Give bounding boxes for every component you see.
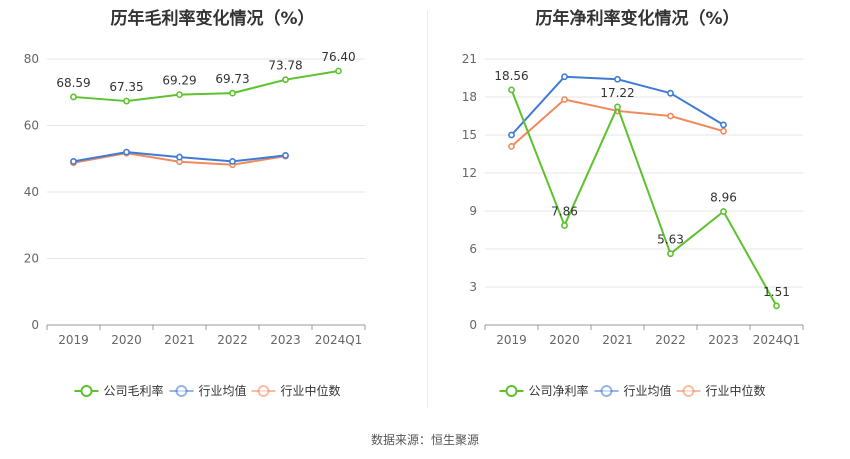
y-tick-label: 20 (24, 252, 39, 266)
y-tick-label: 9 (469, 204, 477, 218)
gross-margin-chart-panel: 历年毛利率变化情况（%） 0 20 40 60 80 2019 2020 2021 2022 20… (0, 0, 425, 410)
x-tick-label: 2024Q1 (315, 333, 363, 347)
x-tick-label: 2022 (655, 333, 686, 347)
data-point (335, 67, 342, 75)
data-point (561, 73, 568, 81)
data-point (561, 222, 568, 229)
data-label: 69.29 (162, 74, 196, 88)
data-point (508, 86, 515, 94)
data-point (561, 96, 568, 103)
data-point (176, 91, 183, 99)
data-point (282, 152, 289, 159)
legend-swatch-marker (600, 385, 613, 397)
data-point (667, 250, 674, 258)
y-tick-label: 18 (462, 90, 477, 104)
net-margin-chart-panel: 历年净利率变化情况（%） 0 3 6 9 12 15 18 21 2019 2020 2021 202… (425, 0, 850, 410)
data-point (614, 103, 621, 111)
data-label: 5.63 (657, 233, 684, 247)
data-label: 76.40 (321, 50, 355, 64)
y-tick-label: 40 (24, 185, 39, 199)
data-label: 1.51 (763, 285, 790, 299)
data-label: 68.59 (56, 76, 90, 90)
x-tick-label: 2023 (270, 333, 301, 347)
data-point (773, 302, 780, 310)
y-tick-label: 0 (31, 318, 39, 332)
legend-label: 公司毛利率 (104, 383, 164, 398)
series-line (73, 69, 339, 103)
y-tick-label: 0 (469, 318, 477, 332)
data-source-note: 数据来源：恒生聚源 (370, 433, 479, 447)
data-label: 7.86 (551, 204, 578, 218)
x-tick-label: 2024Q1 (753, 333, 801, 347)
data-label: 17.22 (600, 86, 634, 100)
legend-swatch-marker (257, 385, 270, 397)
net-margin-chart: 0 3 6 9 12 15 18 21 2019 2020 2021 2022 2023 2024Q1 18… (462, 52, 804, 398)
data-point (508, 142, 515, 150)
series-line (510, 89, 778, 307)
data-label: 67.35 (109, 80, 143, 94)
legend-label: 行业均值 (624, 383, 672, 398)
data-point (176, 153, 183, 161)
x-tick-label: 2020 (111, 333, 142, 347)
gross-margin-chart: 0 20 40 60 80 2019 2020 2021 2022 2023 2024Q1 68.59… (24, 50, 366, 398)
legend-label: 行业均值 (199, 383, 247, 398)
legend-swatch-marker (175, 385, 188, 397)
data-point (667, 89, 674, 97)
x-tick-label: 2020 (549, 333, 580, 347)
chart-title: 历年净利率变化情况（%） (535, 9, 740, 29)
data-point (229, 158, 236, 165)
x-tick-label: 2019 (496, 333, 527, 347)
legend-label: 公司净利率 (529, 383, 589, 398)
data-label: 18.56 (494, 69, 528, 83)
legend-label: 行业中位数 (706, 383, 766, 398)
panel-divider (427, 10, 428, 408)
y-tick-label: 12 (462, 166, 477, 180)
data-point (720, 121, 727, 129)
x-tick-label: 2021 (164, 333, 195, 347)
y-tick-label: 15 (462, 128, 477, 142)
y-tick-label: 6 (469, 242, 477, 256)
legend-label: 行业中位数 (281, 383, 341, 398)
data-label: 8.96 (710, 191, 737, 205)
data-point (720, 127, 727, 135)
x-tick-label: 2023 (708, 333, 739, 347)
data-point (70, 93, 77, 101)
y-tick-label: 60 (24, 119, 39, 133)
data-point (614, 75, 621, 83)
data-point (720, 208, 727, 215)
data-point (229, 89, 236, 97)
data-point (123, 97, 130, 105)
y-tick-label: 80 (24, 52, 39, 66)
data-point (123, 148, 130, 156)
x-tick-label: 2019 (58, 333, 89, 347)
x-tick-label: 2021 (602, 333, 633, 347)
data-point (667, 112, 674, 120)
y-tick-label: 3 (469, 280, 477, 294)
legend-swatch-marker (505, 385, 518, 397)
chart-title: 历年毛利率变化情况（%） (110, 9, 315, 29)
data-point (282, 76, 289, 84)
data-point (70, 158, 77, 165)
data-label: 69.73 (215, 72, 249, 86)
legend-swatch-marker (682, 385, 695, 397)
data-label: 73.78 (268, 59, 302, 73)
x-tick-label: 2022 (217, 333, 248, 347)
data-point (508, 131, 515, 139)
y-tick-label: 21 (462, 52, 477, 66)
legend-swatch-marker (80, 385, 93, 397)
